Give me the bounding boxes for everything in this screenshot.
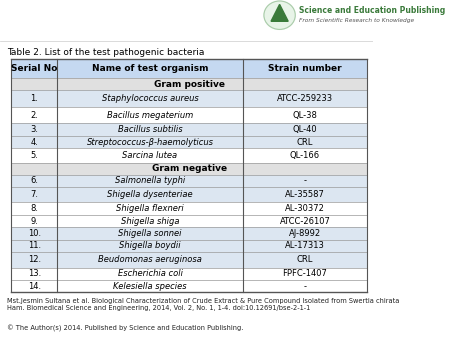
Text: CRL: CRL [297,138,313,147]
Text: Table 2. List of the test pathogenic bacteria: Table 2. List of the test pathogenic bac… [8,48,205,57]
Text: 13.: 13. [28,269,41,278]
Text: ATCC-259233: ATCC-259233 [277,94,333,103]
Text: QL-38: QL-38 [292,111,317,120]
Text: QL-40: QL-40 [292,125,317,134]
Text: AL-17313: AL-17313 [285,241,325,250]
Text: QL-166: QL-166 [290,151,320,160]
Circle shape [264,1,295,29]
Text: Sarcina lutea: Sarcina lutea [122,151,178,160]
Text: Streptococcus-β-haemolyticus: Streptococcus-β-haemolyticus [86,138,214,147]
Text: Serial No: Serial No [11,64,58,73]
Text: AJ-8992: AJ-8992 [289,229,321,238]
Text: -: - [303,176,306,185]
Text: Gram positive: Gram positive [154,79,225,89]
Text: Escherichia coli: Escherichia coli [117,269,183,278]
Text: From Scientific Research to Knowledge: From Scientific Research to Knowledge [299,18,414,23]
Text: 4.: 4. [31,138,38,147]
Text: 5.: 5. [31,151,38,160]
Bar [11,227,367,240]
Text: Shigella dysenteriae: Shigella dysenteriae [107,190,193,199]
Text: Staphylococcus aureus: Staphylococcus aureus [102,94,198,103]
Bar [11,175,367,187]
Text: 7.: 7. [30,190,38,199]
Text: 9.: 9. [31,217,38,225]
Text: Mst.Jesmin Sultana et al. Biological Characterization of Crude Extract & Pure Co: Mst.Jesmin Sultana et al. Biological Cha… [8,298,400,311]
Text: AL-30372: AL-30372 [285,204,325,213]
Text: AL-35587: AL-35587 [285,190,325,199]
Text: FPFC-1407: FPFC-1407 [283,269,327,278]
Bar [11,123,367,136]
Text: 8.: 8. [30,204,38,213]
Polygon shape [271,4,288,21]
Text: © The Author(s) 2014. Published by Science and Education Publishing.: © The Author(s) 2014. Published by Scien… [8,325,244,332]
Text: ATCC-26107: ATCC-26107 [279,217,330,225]
Text: Shigella boydii: Shigella boydii [119,241,181,250]
Bar [11,187,367,202]
Bar [11,280,367,292]
Bar [11,202,367,215]
Text: 14.: 14. [28,282,41,291]
Text: Strain number: Strain number [268,64,342,73]
Bar [11,107,367,123]
Text: 11.: 11. [28,241,41,250]
Text: 2.: 2. [31,111,38,120]
Text: 12.: 12. [28,255,41,264]
Bar [11,59,367,78]
Text: 3.: 3. [30,125,38,134]
Text: CRL: CRL [297,255,313,264]
Bar [11,136,367,148]
Text: Salmonella typhi: Salmonella typhi [115,176,185,185]
Bar [11,163,367,175]
Text: Bacillus subtilis: Bacillus subtilis [118,125,182,134]
Text: Beudomonas aeruginosa: Beudomonas aeruginosa [98,255,202,264]
Bar [11,267,367,280]
Text: Shigella shiga: Shigella shiga [121,217,179,225]
Bar [11,90,367,107]
Bar [11,215,367,227]
Text: Shigella flexneri: Shigella flexneri [116,204,184,213]
Text: 10.: 10. [28,229,41,238]
Text: Shigella sonnei: Shigella sonnei [118,229,182,238]
Text: 1.: 1. [31,94,38,103]
Bar [11,240,367,252]
Text: Gram negative: Gram negative [152,164,227,173]
Text: Bacillus megaterium: Bacillus megaterium [107,111,193,120]
Text: 6.: 6. [30,176,38,185]
Text: Name of test organism: Name of test organism [92,64,208,73]
Bar [11,252,367,267]
Text: Kelesiella species: Kelesiella species [113,282,187,291]
Bar [11,78,367,90]
Text: -: - [303,282,306,291]
Text: Science and Education Publishing: Science and Education Publishing [299,6,445,15]
Bar [11,148,367,163]
